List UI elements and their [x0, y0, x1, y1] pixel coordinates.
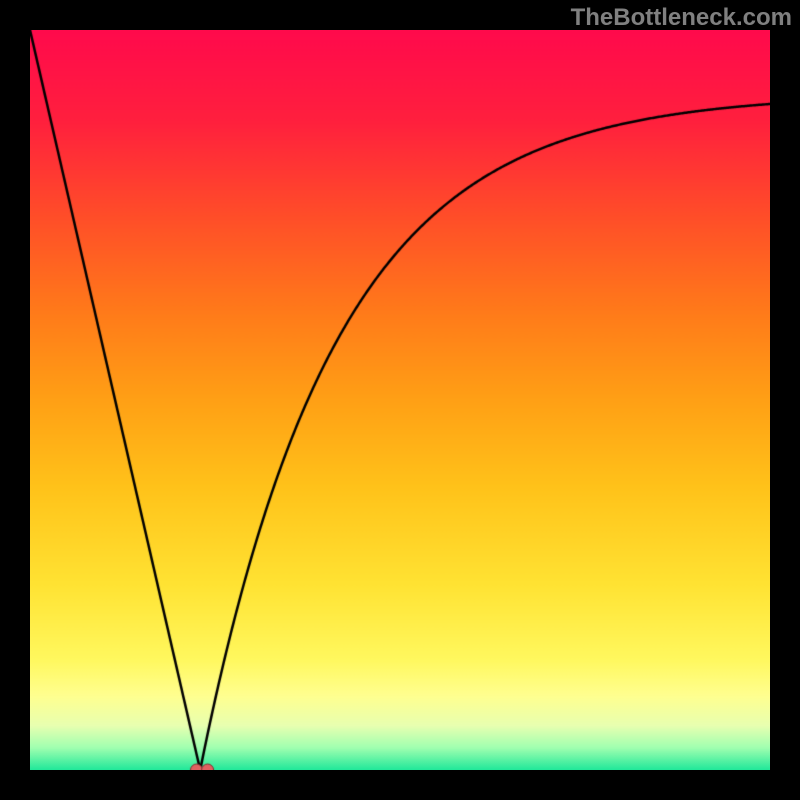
plot-canvas — [30, 30, 770, 770]
watermark-text: TheBottleneck.com — [571, 4, 792, 32]
plot-area — [30, 30, 770, 770]
chart-container: TheBottleneck.com — [0, 0, 800, 800]
